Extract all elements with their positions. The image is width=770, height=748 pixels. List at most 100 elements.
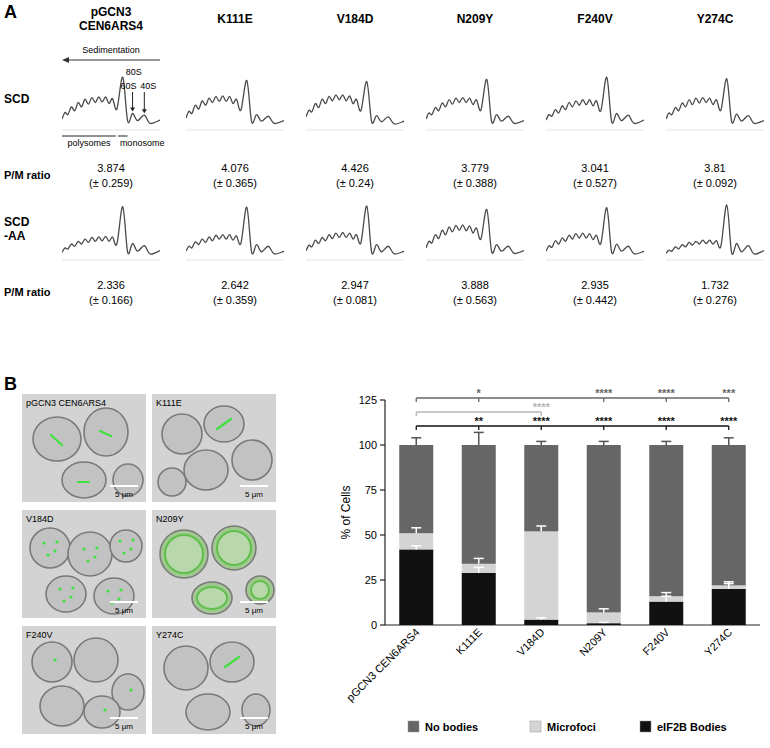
micrograph-background xyxy=(152,626,276,734)
axis-baseline xyxy=(666,130,764,131)
y-tick-label: 25 xyxy=(365,574,377,586)
scale-label: 5 μm xyxy=(245,722,263,731)
micrograph-background xyxy=(22,510,146,618)
ratio-value: 3.888 xyxy=(461,279,489,291)
sedimentation-arrow xyxy=(68,60,160,61)
micrograph xyxy=(22,626,146,734)
error-bar-cap xyxy=(724,581,734,583)
error-bar-cap xyxy=(474,558,484,560)
axis-baseline xyxy=(186,130,284,131)
polysome-profile xyxy=(666,205,764,254)
microfocus xyxy=(103,708,106,711)
row-label: SCD xyxy=(4,92,30,106)
region-line xyxy=(118,136,128,137)
axis-baseline xyxy=(426,130,524,131)
peak-arrow xyxy=(132,92,133,109)
error-bar-stem xyxy=(478,558,480,563)
microfocus xyxy=(122,551,125,554)
significance-tick xyxy=(416,426,417,430)
cell-fluorescence xyxy=(165,535,203,573)
image-label: V184D xyxy=(26,514,54,524)
scale-label: 5 μm xyxy=(245,606,263,615)
cell xyxy=(232,440,272,480)
micrograph-background xyxy=(152,510,276,618)
bar-segment xyxy=(399,533,433,549)
eif2b-body xyxy=(225,657,239,667)
cell xyxy=(46,576,86,612)
cell xyxy=(32,642,72,682)
error-bar xyxy=(411,546,421,550)
profile-group xyxy=(306,82,404,125)
cell xyxy=(62,462,106,498)
microfocus xyxy=(93,555,96,558)
cell xyxy=(184,450,228,490)
column-header-line: pGCN3 xyxy=(91,5,132,19)
peak-arrow xyxy=(144,92,145,110)
sedimentation-label: Sedimentation xyxy=(82,45,140,55)
bar-segment xyxy=(587,445,621,612)
cell xyxy=(158,468,186,496)
ratio-error: (± 0.388) xyxy=(453,177,497,189)
scale-bar xyxy=(240,717,268,719)
significance-label: **** xyxy=(720,415,738,427)
y-tick-label: 125 xyxy=(359,394,377,406)
image-label: Y274C xyxy=(156,630,184,640)
eif2b-body xyxy=(217,419,231,429)
microfocus xyxy=(46,553,49,556)
column-header-line: F240V xyxy=(577,12,612,26)
background xyxy=(0,0,770,748)
cell xyxy=(74,638,118,682)
scale-bar xyxy=(240,485,268,487)
polysome-profile xyxy=(62,207,160,254)
error-bar-cap xyxy=(536,441,546,443)
profile-group xyxy=(666,79,764,124)
error-bar xyxy=(474,432,484,445)
error-bar xyxy=(661,593,671,597)
cell xyxy=(94,578,134,614)
bar-segment xyxy=(649,445,683,596)
error-bar-cap xyxy=(724,437,734,439)
x-tick-label: F240V xyxy=(640,625,672,657)
error-bar-cap xyxy=(411,437,421,439)
ratio-value: 3.81 xyxy=(704,162,725,174)
bar-segment xyxy=(649,602,683,625)
cell-fluorescence xyxy=(217,531,251,565)
ratio-value: 2.947 xyxy=(341,279,369,291)
cell xyxy=(33,417,81,461)
peak-arrowhead xyxy=(142,109,147,113)
error-bar-stem xyxy=(478,567,480,572)
ratio-error: (± 0.081) xyxy=(333,294,377,306)
ratio-label: P/M ratio xyxy=(4,169,51,181)
ratio-value: 4.076 xyxy=(221,162,249,174)
axis-baseline xyxy=(546,130,644,131)
ratio-value: 4.426 xyxy=(341,162,369,174)
microfocus xyxy=(131,538,134,541)
y-tick xyxy=(380,489,385,490)
significance-label: **** xyxy=(533,415,551,427)
microfocus xyxy=(82,547,85,550)
cell xyxy=(246,576,274,604)
significance-label: **** xyxy=(533,401,551,413)
sedimentation-arrowhead xyxy=(62,57,69,63)
x-tick-label: pGCN3 CEN6ARS4 xyxy=(344,626,422,704)
error-bar-stem xyxy=(416,528,418,533)
axis-baseline xyxy=(306,260,404,261)
significance-tick xyxy=(416,412,417,416)
polysome-profile xyxy=(546,77,644,123)
y-tick xyxy=(380,579,385,580)
bar-segment xyxy=(712,589,746,625)
ratio-error: (± 0.563) xyxy=(453,294,497,306)
profile-group xyxy=(546,208,644,254)
scale-label: 5 μm xyxy=(115,490,133,499)
profile-group xyxy=(62,207,160,254)
microfocus xyxy=(58,587,61,590)
cell xyxy=(204,406,244,442)
legend-swatch xyxy=(640,721,651,732)
row-label-line: -AA xyxy=(4,229,26,243)
y-tick xyxy=(380,444,385,445)
micrograph xyxy=(152,510,276,618)
error-bar xyxy=(411,528,421,533)
significance-label: ** xyxy=(474,415,483,427)
legend-swatch xyxy=(530,721,541,732)
column-header: K111E xyxy=(217,12,252,26)
